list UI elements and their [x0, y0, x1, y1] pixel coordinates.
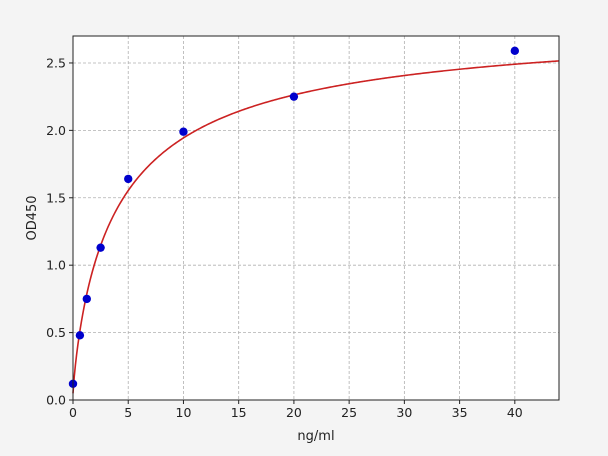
data-points [68, 46, 520, 389]
x-tick-label-1: 5 [124, 405, 132, 420]
y-tick-label-5: 2.5 [46, 55, 66, 70]
data-point-5 [179, 127, 188, 136]
plot-area [73, 36, 559, 400]
x-tick-label-3: 15 [231, 405, 247, 420]
data-point-2 [82, 294, 92, 304]
fit-curve [72, 60, 560, 394]
data-point-7 [510, 46, 520, 56]
plot-frame [72, 35, 560, 401]
y-axis-label: OD450 [25, 195, 40, 240]
data-point-1 [75, 331, 85, 340]
y-tick-label-0: 0.0 [46, 393, 66, 408]
y-tick-label-4: 2.0 [46, 123, 66, 138]
x-axis-label: ng/ml [297, 429, 334, 444]
x-tick-label-0: 0 [69, 405, 77, 420]
x-axis: 0 5 10 15 20 25 30 35 40 [69, 400, 523, 420]
y-tick-label-3: 1.5 [46, 190, 66, 205]
x-tick-label-8: 40 [507, 405, 523, 420]
x-tick-label-2: 10 [176, 405, 192, 420]
data-point-3 [96, 243, 105, 252]
y-tick-label-2: 1.0 [46, 258, 66, 273]
x-tick-label-5: 25 [341, 405, 357, 420]
x-tick-label-4: 20 [286, 405, 302, 420]
data-point-4 [124, 174, 133, 184]
y-axis: 0.0 0.5 1.0 1.5 2.0 2.5 [46, 55, 73, 408]
x-tick-label-7: 35 [452, 405, 468, 420]
x-tick-label-6: 30 [396, 405, 412, 420]
data-point-6 [289, 92, 299, 101]
y-tick-label-1: 0.5 [46, 325, 66, 340]
